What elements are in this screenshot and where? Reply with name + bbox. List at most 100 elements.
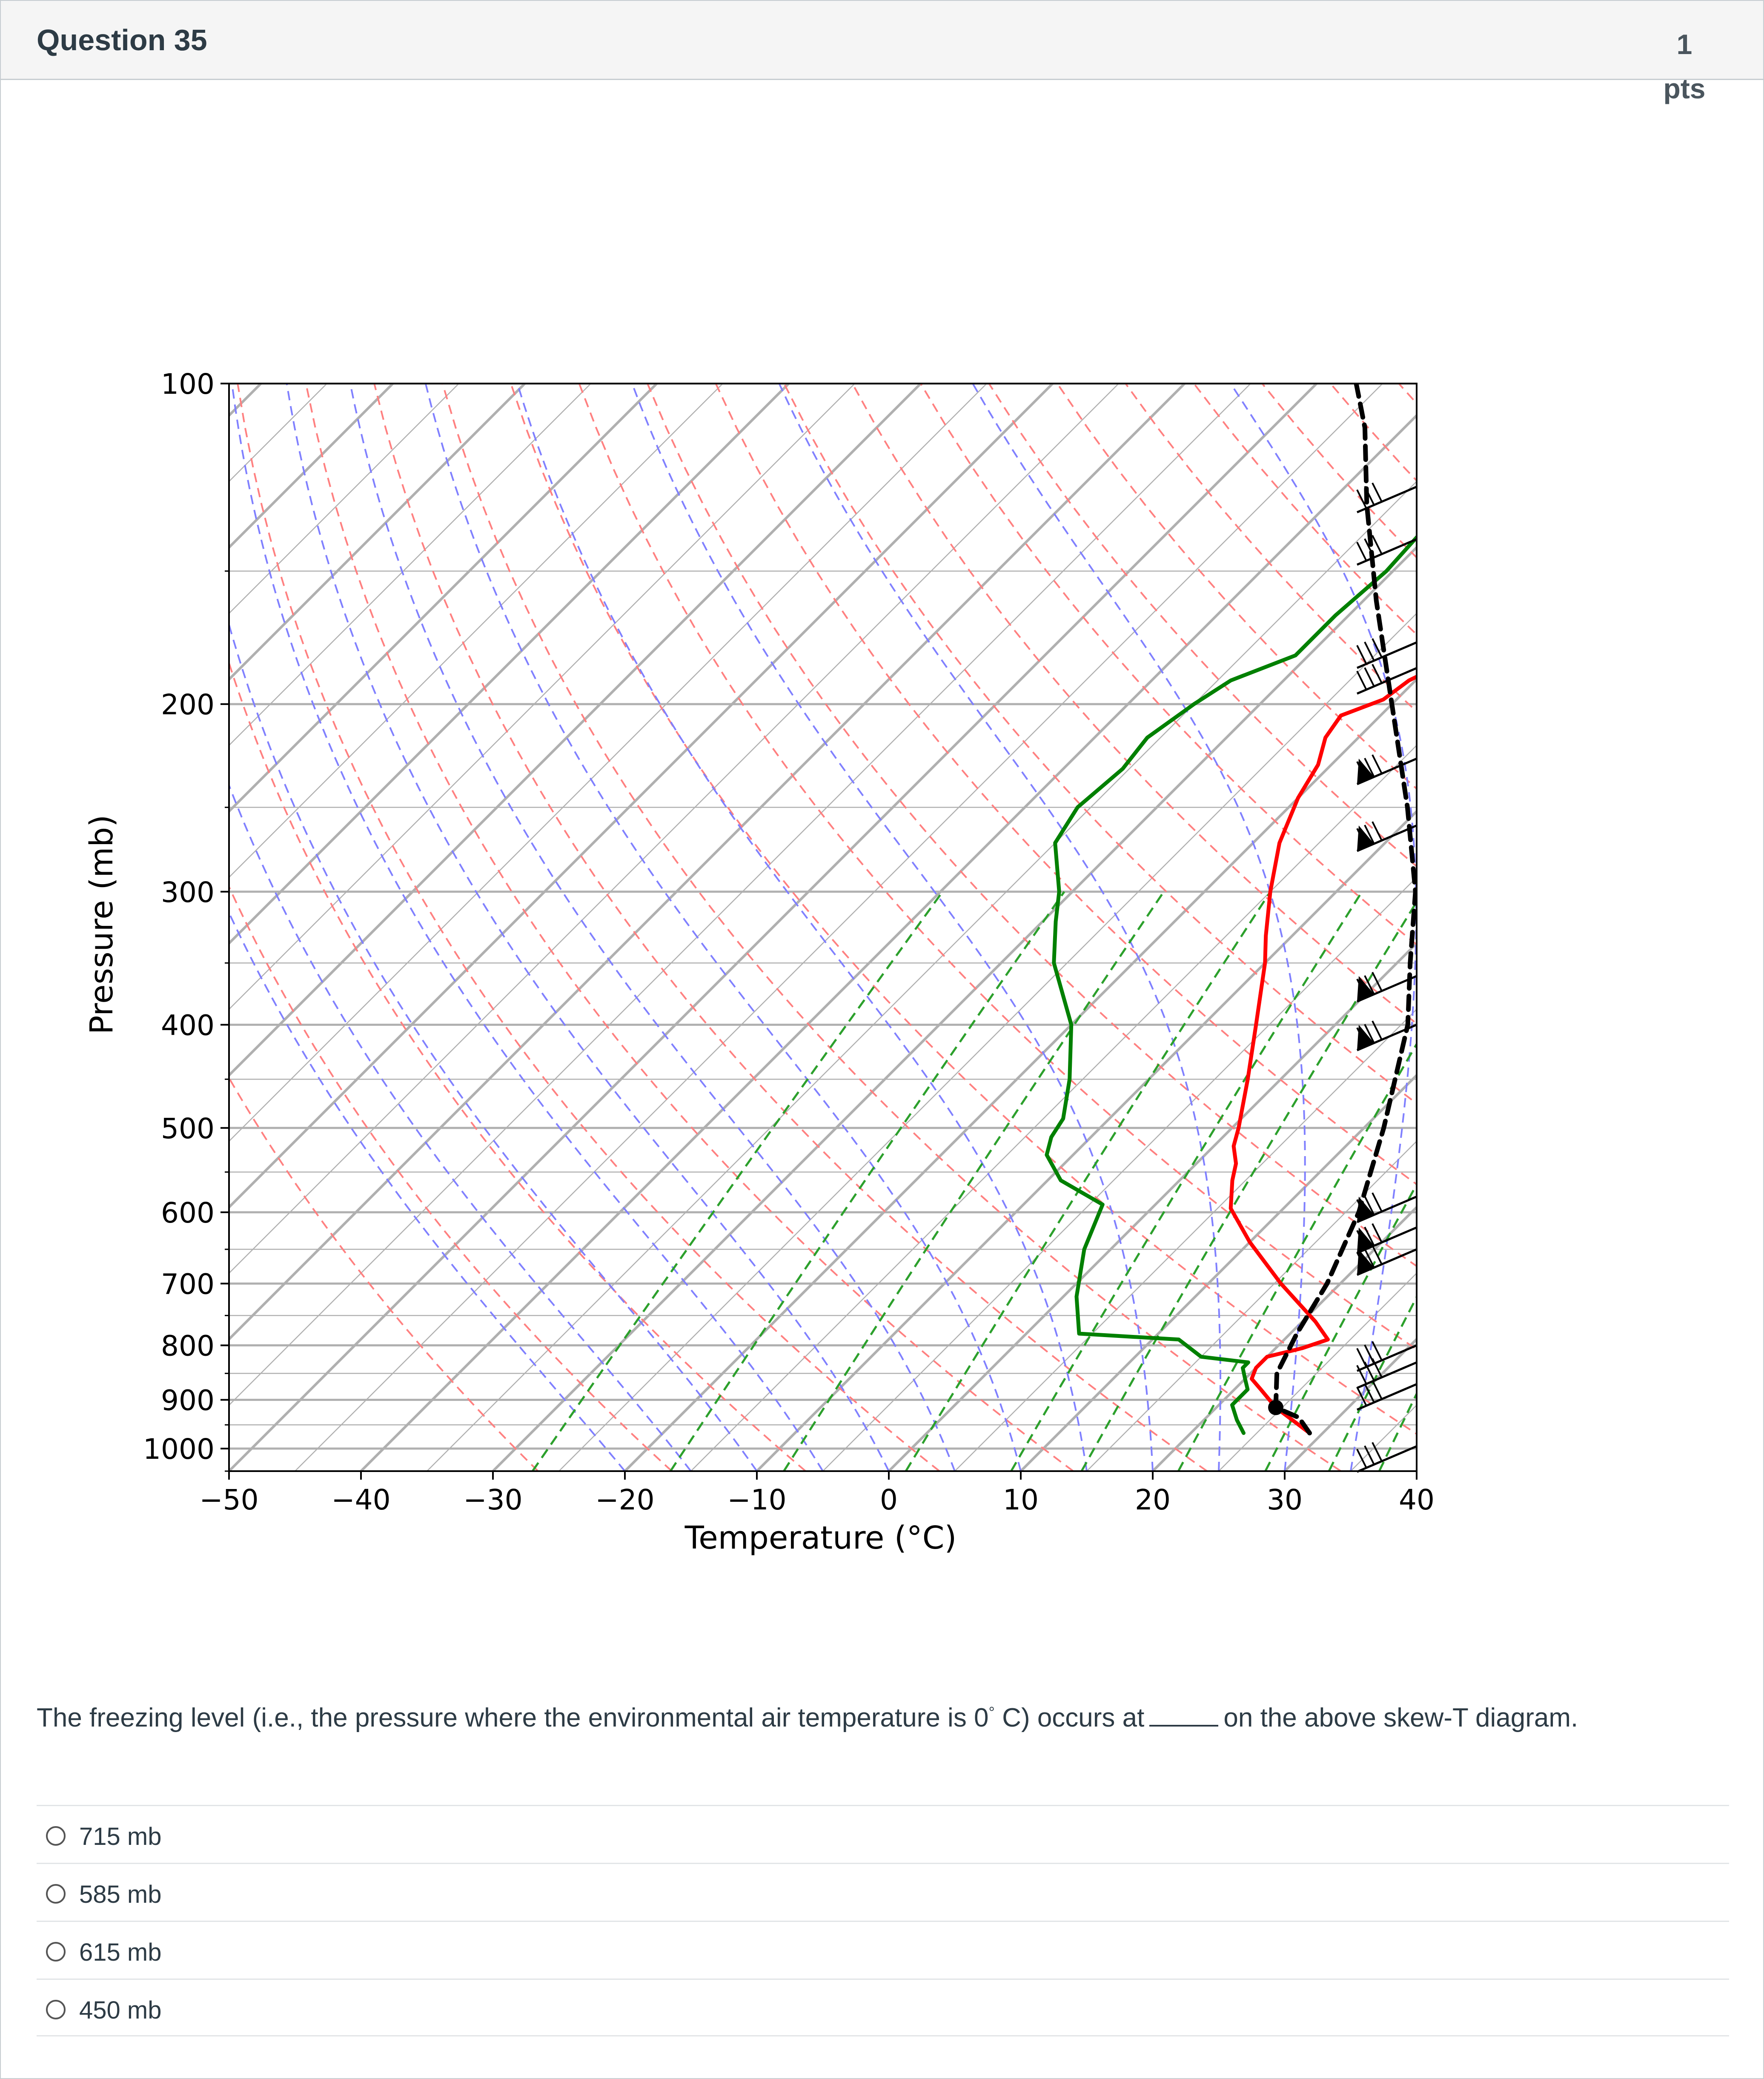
y-tick-label: 900 <box>161 1384 215 1417</box>
parcel-start-marker <box>1268 1400 1284 1415</box>
barb-flag <box>1364 825 1375 845</box>
mixing-ratio-line <box>1378 1391 1417 1471</box>
radio-button[interactable] <box>46 1826 66 1846</box>
answer-option-585[interactable]: 585 mb <box>37 1863 1729 1921</box>
answer-label: 585 mb <box>79 1881 162 1908</box>
isotherm-line <box>229 384 591 746</box>
barb-pennant <box>1357 1197 1374 1223</box>
isotherm-line <box>1086 1140 1417 1471</box>
dry-adiabat <box>578 384 1417 1351</box>
dry-adiabat <box>305 384 1074 1471</box>
wind-barb <box>1356 1020 1417 1051</box>
wind-barb <box>1356 821 1417 852</box>
barb-flag <box>1372 1020 1383 1040</box>
dry-adiabat <box>988 384 1417 868</box>
barb-flag <box>1364 1445 1375 1465</box>
barb-pennant <box>1357 1249 1374 1275</box>
x-tick-label: −20 <box>595 1483 654 1516</box>
question-text-middle: C) occurs at <box>994 1703 1145 1732</box>
isotherm-line <box>229 384 922 1077</box>
dry-adiabat <box>647 384 1417 1267</box>
barb-flag <box>1356 828 1367 848</box>
barb-flag <box>1356 1027 1367 1047</box>
answer-label: 450 mb <box>79 1996 162 2024</box>
dry-adiabat <box>851 384 1417 1025</box>
answer-option-615[interactable]: 615 mb <box>37 1921 1729 1979</box>
mixing-ratio-line <box>1010 891 1363 1471</box>
barb-flag <box>1364 1024 1375 1044</box>
x-tick-label: −10 <box>727 1483 786 1516</box>
barb-flag <box>1356 1199 1367 1219</box>
barb-flag <box>1372 1358 1383 1378</box>
x-tick-label: 0 <box>880 1483 898 1516</box>
barb-flag <box>1364 1361 1375 1381</box>
barb-flag <box>1356 670 1367 690</box>
moist-adiabat <box>349 384 956 1471</box>
isotherm-line <box>1218 1272 1417 1471</box>
dewpoint-profile <box>1045 534 1417 1435</box>
points-unit: pts <box>1663 73 1706 104</box>
wind-barb <box>1356 1358 1417 1389</box>
answer-option-450[interactable]: 450 mb <box>37 1979 1729 2036</box>
y-tick-label: 400 <box>161 1009 215 1042</box>
radio-button[interactable] <box>46 2000 66 2019</box>
question-text-end: on the above skew-T diagram. <box>1223 1703 1578 1732</box>
isotherm-line <box>1151 1205 1417 1471</box>
barb-flag <box>1356 761 1367 781</box>
mixing-ratio-line <box>1456 892 1744 1471</box>
barb-pennant <box>1357 1025 1374 1051</box>
dry-adiabat <box>373 384 1208 1471</box>
barb-pennant <box>1357 825 1374 851</box>
x-tick-label: −30 <box>463 1483 522 1516</box>
moist-adiabat <box>631 384 1154 1471</box>
dry-adiabat <box>1467 384 1764 1471</box>
barb-flag <box>1372 754 1383 774</box>
barb-flag <box>1372 1442 1383 1462</box>
moist-adiabat <box>1230 384 1417 1471</box>
isotherm-line <box>229 384 526 682</box>
wind-barb <box>1356 638 1417 669</box>
y-tick-label: 700 <box>161 1268 215 1300</box>
isotherm-line <box>360 413 1417 1471</box>
barb-flag <box>1364 667 1375 687</box>
barb-flag <box>1372 482 1383 502</box>
moist-adiabat <box>516 384 1088 1471</box>
radio-button[interactable] <box>46 1942 66 1962</box>
barb-flag <box>1356 489 1367 509</box>
barb-flag <box>1356 1365 1367 1385</box>
isotherm-line <box>558 613 1417 1471</box>
isotherm-line <box>229 384 790 945</box>
wind-barb <box>1356 971 1417 1003</box>
barb-flag <box>1356 645 1367 664</box>
barb-pennant <box>1357 1227 1374 1253</box>
y-tick-label: 500 <box>161 1112 215 1145</box>
dry-adiabat <box>1330 384 1417 482</box>
dry-adiabat <box>1193 384 1417 636</box>
moist-adiabat <box>229 621 758 1471</box>
wind-barb <box>1356 535 1417 566</box>
dry-adiabat <box>229 660 806 1471</box>
question-points: 1 pts <box>1648 22 1721 111</box>
dry-adiabat <box>783 384 1417 1105</box>
isotherm-line <box>229 384 1186 1341</box>
isotherm-line <box>492 545 1417 1471</box>
question-header: Question 35 1 pts <box>1 1 1763 104</box>
sounding-profiles <box>1045 384 1417 1435</box>
wind-barbs <box>1356 482 1417 1473</box>
barb-flag <box>1356 1230 1367 1250</box>
isotherm-line <box>822 876 1417 1471</box>
barb-flag <box>1364 1383 1375 1403</box>
wind-barb <box>1356 1245 1417 1276</box>
isotherm-line <box>624 677 1417 1471</box>
isotherm-line <box>690 745 1417 1471</box>
answer-option-715[interactable]: 715 mb <box>37 1805 1729 1863</box>
isotherm-line <box>229 384 327 482</box>
y-tick-label: 100 <box>161 368 215 401</box>
radio-button[interactable] <box>46 1884 66 1904</box>
y-tick-label: 1000 <box>143 1433 215 1466</box>
answer-label: 615 mb <box>79 1939 162 1966</box>
barb-flag <box>1356 978 1367 998</box>
barb-flag <box>1372 1380 1383 1400</box>
moist-adiabat <box>424 384 1022 1471</box>
